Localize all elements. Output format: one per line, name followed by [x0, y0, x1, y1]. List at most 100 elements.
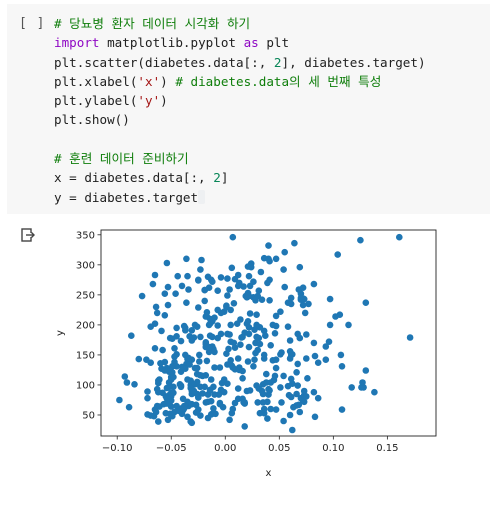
- scatter-point: [245, 343, 253, 351]
- scatter-point: [291, 239, 298, 247]
- code-line: plt.show(): [54, 112, 130, 128]
- scatter-point: [258, 387, 266, 395]
- scatter-point: [371, 388, 378, 396]
- scatter-point: [362, 367, 370, 374]
- scatter-point: [151, 271, 159, 279]
- y-tick-label: 300: [76, 260, 95, 271]
- scatter-point: [293, 402, 300, 409]
- scatter-point: [207, 376, 215, 383]
- scatter-point: [161, 312, 169, 319]
- scatter-point: [163, 259, 171, 267]
- y-tick-label: 200: [76, 320, 95, 331]
- scatter-point: [286, 411, 294, 419]
- scatter-point: [303, 355, 310, 362]
- scatter-point: [303, 331, 310, 338]
- scatter-point: [326, 321, 334, 329]
- scatter-point: [234, 271, 242, 279]
- scatter-point: [158, 327, 165, 335]
- scatter-point: [156, 376, 163, 383]
- scatter-point: [199, 390, 206, 397]
- scatter-point: [184, 376, 191, 383]
- plot-frame: [100, 229, 437, 437]
- scatter-point: [165, 383, 173, 391]
- scatter-point: [226, 286, 233, 293]
- scatter-point: [278, 399, 285, 406]
- scatter-point: [256, 340, 264, 348]
- scatter-point: [147, 412, 154, 419]
- scatter-point: [266, 387, 273, 394]
- scatter-point: [245, 330, 253, 338]
- scatter-point: [144, 394, 151, 402]
- y-tick-label: 150: [76, 350, 95, 361]
- code-editor[interactable]: # 당뇨병 환자 데이터 시각화 하기 import matplotlib.pyp…: [54, 14, 426, 207]
- scatter-point: [265, 242, 272, 249]
- code-line: y = diabetes.target: [54, 188, 426, 207]
- scatter-point: [245, 324, 253, 331]
- scatter-point: [174, 272, 181, 280]
- scatter-point: [238, 334, 245, 341]
- scatter-point: [195, 394, 202, 401]
- scatter-point: [277, 384, 284, 391]
- scatter-point: [193, 364, 201, 372]
- scatter-point: [338, 406, 346, 413]
- scatter-point: [163, 400, 171, 407]
- scatter-point: [183, 255, 190, 263]
- scatter-point: [220, 376, 228, 383]
- scatter-point: [192, 409, 200, 416]
- scatter-point: [259, 399, 267, 406]
- code-cell[interactable]: [ ] # 당뇨병 환자 데이터 시각화 하기 import matplotlib…: [7, 4, 490, 214]
- scatter-point: [326, 295, 334, 303]
- scatter-point: [269, 321, 277, 329]
- scatter-point: [225, 345, 232, 353]
- scatter-point: [214, 287, 221, 294]
- scatter-point: [211, 314, 218, 321]
- scatter-point: [263, 370, 270, 378]
- text-cursor: [198, 189, 206, 204]
- output-arrow-icon: [21, 228, 35, 242]
- scatter-point: [294, 360, 301, 368]
- scatter-point: [310, 280, 318, 288]
- scatter-point: [264, 279, 271, 287]
- code-line: [54, 130, 426, 149]
- scatter-point: [201, 286, 208, 294]
- x-axis-label: x: [266, 468, 272, 479]
- scatter-point: [170, 373, 177, 381]
- scatter-point: [159, 346, 166, 354]
- scatter-point: [297, 294, 305, 302]
- scatter-point: [149, 280, 157, 288]
- scatter-point: [337, 351, 345, 359]
- scatter-point: [286, 337, 294, 344]
- scatter-point: [211, 391, 218, 398]
- scatter-point: [250, 363, 257, 370]
- scatter-point: [228, 264, 236, 272]
- code-line: plt.scatter(diabetes.data[:, 2], diabete…: [54, 54, 426, 70]
- scatter-point: [325, 338, 333, 345]
- scatter-point: [197, 266, 204, 273]
- scatter-point: [251, 356, 258, 363]
- scatter-point: [251, 326, 258, 333]
- scatter-point: [243, 387, 251, 395]
- scatter-point: [196, 358, 203, 365]
- scatter-point: [143, 356, 150, 363]
- scatter-point: [184, 413, 191, 421]
- scatter-point: [280, 372, 287, 380]
- scatter-point: [217, 330, 225, 338]
- scatter-point: [201, 297, 208, 305]
- scatter-point: [147, 323, 154, 330]
- scatter-point: [186, 333, 193, 340]
- scatter-point: [193, 378, 201, 386]
- run-cell-button[interactable]: [ ]: [19, 16, 46, 31]
- scatter-point: [205, 343, 213, 351]
- scatter-point: [152, 303, 160, 311]
- scatter-point: [357, 236, 364, 244]
- scatter-point: [310, 339, 318, 347]
- scatter-point: [287, 294, 295, 302]
- scatter-point: [179, 395, 187, 403]
- scatter-point: [216, 364, 224, 371]
- scatter-point: [223, 303, 230, 311]
- scatter-point: [266, 297, 273, 304]
- scatter-point: [267, 342, 274, 349]
- x-tick-label: 0.15: [376, 443, 398, 454]
- scatter-point: [334, 251, 342, 258]
- scatter-point: [204, 414, 212, 422]
